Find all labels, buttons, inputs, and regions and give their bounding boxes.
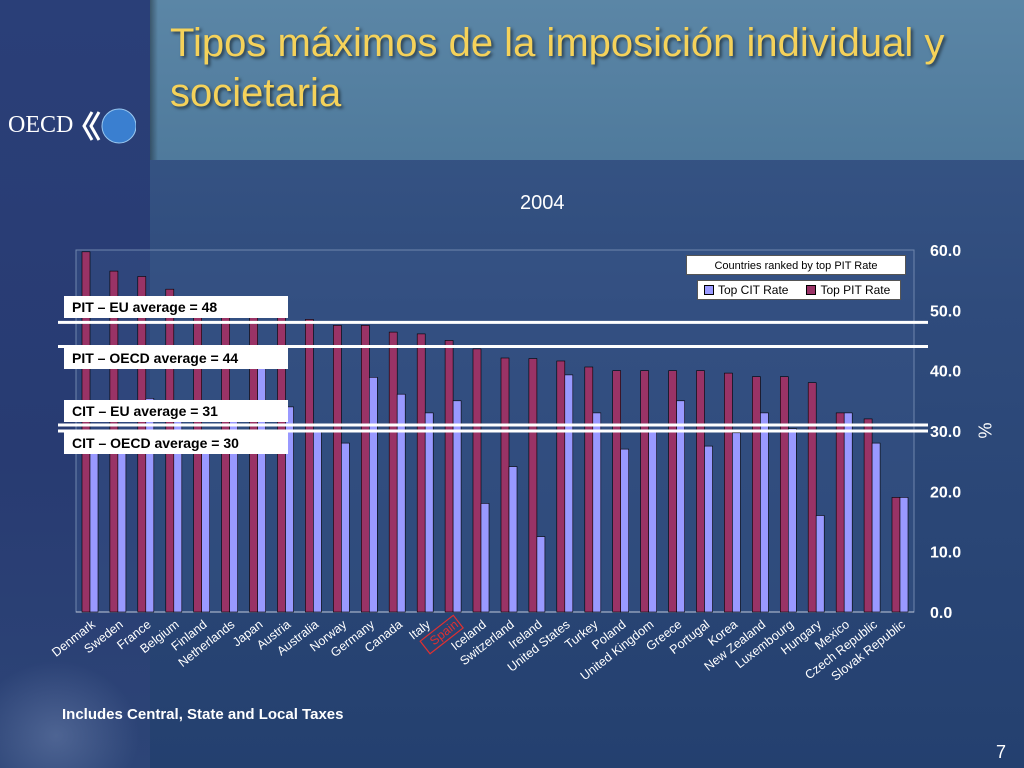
bar-pit-spain [444, 340, 454, 613]
legend-swatch-cit [704, 285, 714, 295]
bar-pit-canada [388, 331, 398, 613]
y-tick-label: 40.0 [930, 364, 961, 381]
bar-cit-ireland [536, 536, 546, 613]
bar-pit-ireland [528, 358, 538, 613]
bar-pit-turkey [584, 366, 594, 613]
cit-oecd-average-label: CIT – OECD average = 30 [64, 432, 288, 454]
bar-cit-slovak-republic [899, 497, 909, 613]
bar-cit-france [145, 398, 155, 613]
y-tick-label: 10.0 [930, 545, 961, 562]
bar-pit-czech-republic [863, 418, 873, 613]
bar-pit-united-kingdom [640, 370, 649, 613]
bar-pit-new-zealand [752, 376, 761, 613]
bar-cit-new-zealand [760, 412, 769, 613]
legend-item-cit: Top CIT Rate [704, 283, 788, 297]
page-number: 7 [996, 742, 1007, 762]
legend-title: Countries ranked by top PIT Rate [686, 255, 906, 275]
bar-pit-switzerland [500, 357, 510, 613]
legend-swatch-pit [806, 285, 817, 295]
bar-cit-norway [341, 442, 350, 613]
bar-cit-portugal [704, 445, 713, 613]
bar-cit-luxembourg [787, 428, 797, 613]
legend-label-pit: Top PIT Rate [820, 283, 891, 297]
bar-cit-poland [620, 448, 630, 613]
bar-cit-czech-republic [871, 442, 881, 613]
bar-pit-mexico [835, 412, 845, 613]
bar-cit-united-kingdom [648, 430, 657, 613]
bar-cit-mexico [843, 412, 853, 613]
bar-pit-australia [305, 319, 314, 613]
bar-cit-denmark [89, 430, 99, 613]
bar-cit-germany [368, 376, 378, 613]
bar-cit-italy [424, 412, 434, 613]
chart-title: 2004 [520, 192, 565, 214]
bar-pit-norway [333, 325, 342, 613]
reference-lines [58, 320, 928, 433]
bar-cit-sweden [117, 442, 127, 613]
y-tick-label: 20.0 [930, 484, 961, 501]
bar-pit-greece [668, 370, 677, 613]
y-tick-labels: 0.0 10.0 20.0 30.0 40.0 50.0 60.0 [930, 243, 961, 622]
bar-pit-iceland [472, 348, 482, 613]
bar-pit-luxembourg [779, 376, 789, 613]
legend-label-cit: Top CIT Rate [718, 283, 789, 297]
pit-oecd-average-label: PIT – OECD average = 44 [64, 347, 288, 369]
y-tick-label: 0.0 [930, 605, 952, 622]
legend-item-pit: Top PIT Rate [806, 283, 890, 297]
bar-pit-poland [612, 370, 622, 613]
pit-eu-average-label: PIT – EU average = 48 [64, 296, 288, 318]
y-tick-label: 50.0 [930, 303, 961, 320]
bar-cit-turkey [592, 412, 602, 613]
bar-cit-austria [285, 406, 294, 613]
highlight-box [419, 614, 464, 655]
bar-pit-portugal [696, 370, 705, 613]
y-tick-label: 30.0 [930, 424, 961, 441]
legend: Top CIT Rate Top PIT Rate [697, 280, 901, 300]
bar-cit-australia [313, 430, 322, 613]
bar-pit-united-states [556, 360, 566, 613]
bar-pit-germany [360, 325, 370, 613]
decorative-image [0, 660, 140, 768]
bar-cit-spain [452, 400, 462, 613]
y-tick-label: 60.0 [930, 243, 961, 260]
logo-text: OECD [8, 112, 74, 138]
bar-cit-hungary [815, 515, 825, 613]
x-category-labels: DenmarkSwedenFranceBelgiumFinlandNetherl… [49, 614, 908, 684]
bar-cit-switzerland [508, 466, 518, 613]
bar-pit-hungary [807, 382, 817, 613]
header-band [150, 0, 1024, 160]
bar-cit-canada [396, 393, 406, 613]
bar-cit-korea [732, 432, 741, 613]
bar-pit-italy [416, 333, 426, 613]
bar-pit-korea [724, 372, 733, 613]
bar-pit-slovak-republic [891, 497, 901, 613]
bar-pit-finland [193, 297, 202, 613]
cit-eu-average-label: CIT – EU average = 31 [64, 400, 288, 422]
bar-cit-iceland [480, 503, 490, 613]
oecd-logo: OECD [6, 106, 136, 146]
bar-cit-greece [676, 400, 685, 613]
bar-cit-united-states [564, 374, 574, 613]
header-shadow [150, 0, 158, 160]
footnote: Includes Central, State and Local Taxes [62, 706, 344, 723]
bar-cit-finland [201, 436, 210, 613]
slide-title: Tipos máximos de la imposición individua… [170, 21, 945, 115]
logo-emblem-icon [82, 108, 136, 144]
